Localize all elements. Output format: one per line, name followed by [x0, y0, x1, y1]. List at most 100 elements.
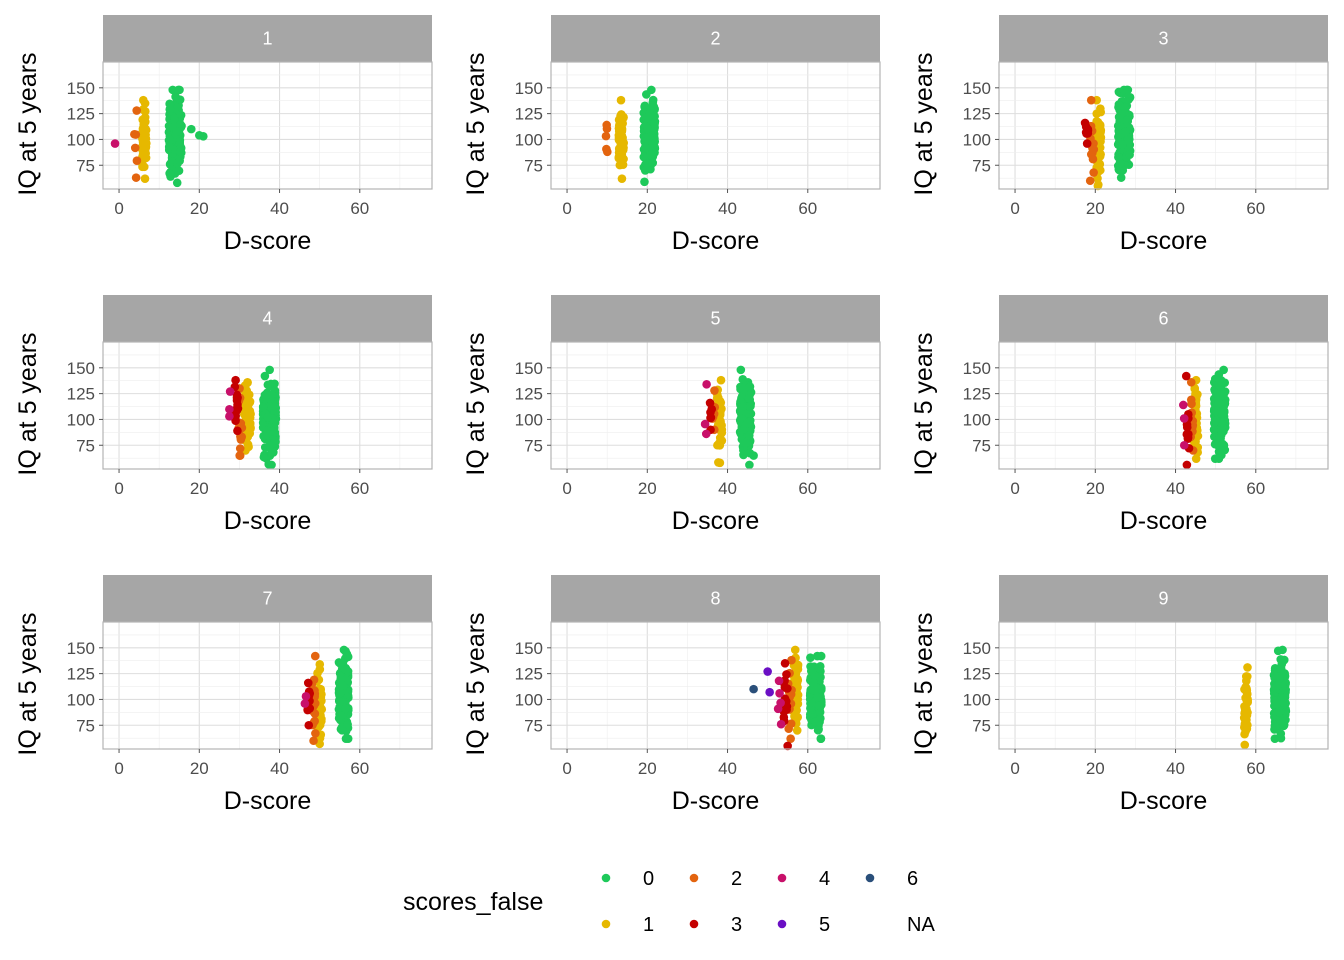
panel-background: [103, 622, 432, 749]
data-point: [1179, 414, 1189, 423]
legend-title: scores_false: [403, 888, 543, 916]
data-point: [263, 412, 272, 422]
legend-entry-na: NA: [907, 914, 935, 936]
y-tick-label: 150: [963, 359, 991, 378]
data-point: [132, 106, 141, 115]
data-point: [640, 177, 649, 187]
data-point: [707, 404, 717, 414]
data-point: [232, 393, 242, 403]
data-point: [1276, 729, 1286, 738]
x-tick-label: 20: [638, 199, 657, 218]
data-point: [304, 720, 314, 730]
data-point: [341, 665, 351, 674]
data-point: [1181, 371, 1191, 381]
x-tick-label: 0: [1010, 479, 1019, 498]
panel-background: [103, 62, 432, 189]
y-tick-label: 75: [524, 436, 543, 455]
data-point: [175, 156, 184, 166]
data-point: [1270, 722, 1280, 732]
y-tick-label: 125: [67, 385, 95, 404]
x-tick-label: 40: [270, 479, 289, 498]
data-point: [809, 678, 818, 687]
legend-label: 0: [643, 868, 654, 890]
data-point: [186, 124, 196, 134]
data-point: [225, 412, 234, 421]
y-tick-label: 100: [963, 690, 991, 709]
data-point: [1217, 426, 1226, 435]
y-tick-label: 75: [972, 716, 991, 735]
y-tick-label: 150: [963, 79, 991, 98]
data-point: [303, 705, 312, 715]
legend-key: [777, 873, 787, 883]
data-point: [650, 124, 659, 133]
data-points: [225, 365, 281, 470]
panel-background: [999, 62, 1328, 189]
x-tick-label: 20: [638, 479, 657, 498]
y-tick-label: 125: [67, 105, 95, 124]
legend-entry-2: 2: [689, 868, 742, 890]
x-tick-label: 40: [1166, 759, 1185, 778]
x-axis-title: D-score: [1120, 507, 1208, 535]
data-point: [233, 400, 242, 410]
x-axis-title: D-score: [224, 787, 312, 815]
panel-border: [998, 61, 1329, 190]
data-point: [1085, 176, 1095, 186]
facet-panel-4: 4 75 100 125 150 0 20 40 60 D-score IQ at 5 years: [14, 295, 433, 535]
data-point: [783, 741, 792, 751]
data-point: [172, 178, 182, 188]
data-point: [602, 144, 611, 154]
y-tick-label: 125: [963, 385, 991, 404]
y-tick-label: 150: [67, 639, 95, 658]
x-axis-title: D-score: [224, 507, 312, 535]
data-point: [1179, 440, 1189, 450]
data-point: [1096, 107, 1106, 117]
data-point: [225, 404, 234, 414]
x-axis-title: D-score: [672, 787, 760, 815]
data-point: [1215, 375, 1224, 385]
y-axis-title: IQ at 5 years: [910, 52, 938, 195]
data-point: [814, 701, 824, 711]
x-axis-title: D-score: [672, 507, 760, 535]
data-point: [140, 99, 150, 108]
data-point: [110, 139, 120, 148]
data-point: [1243, 663, 1252, 672]
data-points: [601, 85, 660, 187]
data-point: [639, 152, 649, 162]
data-point: [706, 413, 715, 423]
data-point: [714, 458, 723, 467]
data-point: [1273, 646, 1283, 656]
facet-strip-label: 9: [1158, 589, 1168, 609]
facet-strip: [999, 15, 1328, 62]
data-point: [744, 393, 754, 403]
x-tick-label: 60: [1246, 759, 1265, 778]
x-tick-label: 20: [190, 479, 209, 498]
data-point: [341, 704, 350, 714]
x-axis-title: D-score: [672, 227, 760, 255]
x-tick-label: 60: [1246, 479, 1265, 498]
data-point: [790, 645, 800, 655]
data-point: [786, 719, 796, 729]
data-points: [700, 365, 758, 470]
data-point: [260, 371, 270, 381]
data-point: [270, 379, 279, 389]
data-point: [643, 112, 653, 122]
legend-label: 1: [643, 914, 654, 936]
y-tick-label: 75: [972, 156, 991, 175]
y-tick-label: 75: [76, 716, 95, 735]
data-point: [264, 460, 274, 469]
panel-background: [999, 342, 1328, 469]
data-point: [258, 402, 268, 412]
x-tick-label: 20: [638, 759, 657, 778]
y-tick-label: 125: [67, 665, 95, 684]
data-point: [786, 734, 795, 743]
data-point: [265, 441, 274, 451]
legend-key: [689, 873, 699, 883]
data-point: [236, 432, 246, 442]
data-point: [338, 658, 348, 667]
data-point: [793, 664, 802, 673]
gridlines: [103, 61, 432, 189]
data-point: [171, 92, 180, 101]
y-axis-title: IQ at 5 years: [910, 332, 938, 475]
gridlines: [551, 621, 880, 749]
x-tick-label: 0: [1010, 759, 1019, 778]
